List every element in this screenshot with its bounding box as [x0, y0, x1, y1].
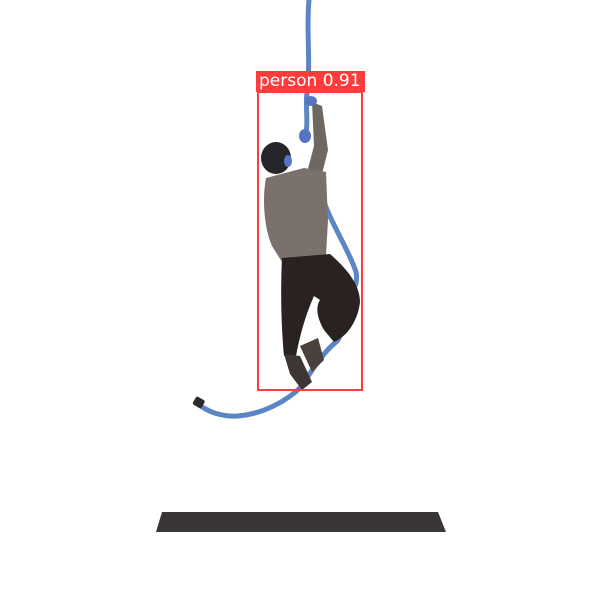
- detection-label: person 0.91: [256, 71, 365, 92]
- detection-bounding-box: [257, 91, 363, 391]
- rope-end: [192, 396, 205, 409]
- climber-right-shoe: [300, 338, 324, 372]
- climber: [261, 96, 360, 390]
- detection-confidence: 0.91: [322, 71, 361, 91]
- climber-raised-arm: [306, 102, 328, 182]
- climber-ear: [284, 155, 292, 167]
- climber-top-hand: [305, 96, 317, 106]
- climber-pants: [281, 254, 360, 356]
- climber-left-shoe: [284, 354, 312, 390]
- climbing-rope-wrap: [195, 193, 360, 419]
- floor-mat: [156, 512, 446, 532]
- climber-lower-hand: [299, 129, 311, 143]
- climber-shirt: [264, 168, 328, 262]
- detection-class-label: person: [259, 71, 318, 91]
- climber-head: [261, 142, 291, 174]
